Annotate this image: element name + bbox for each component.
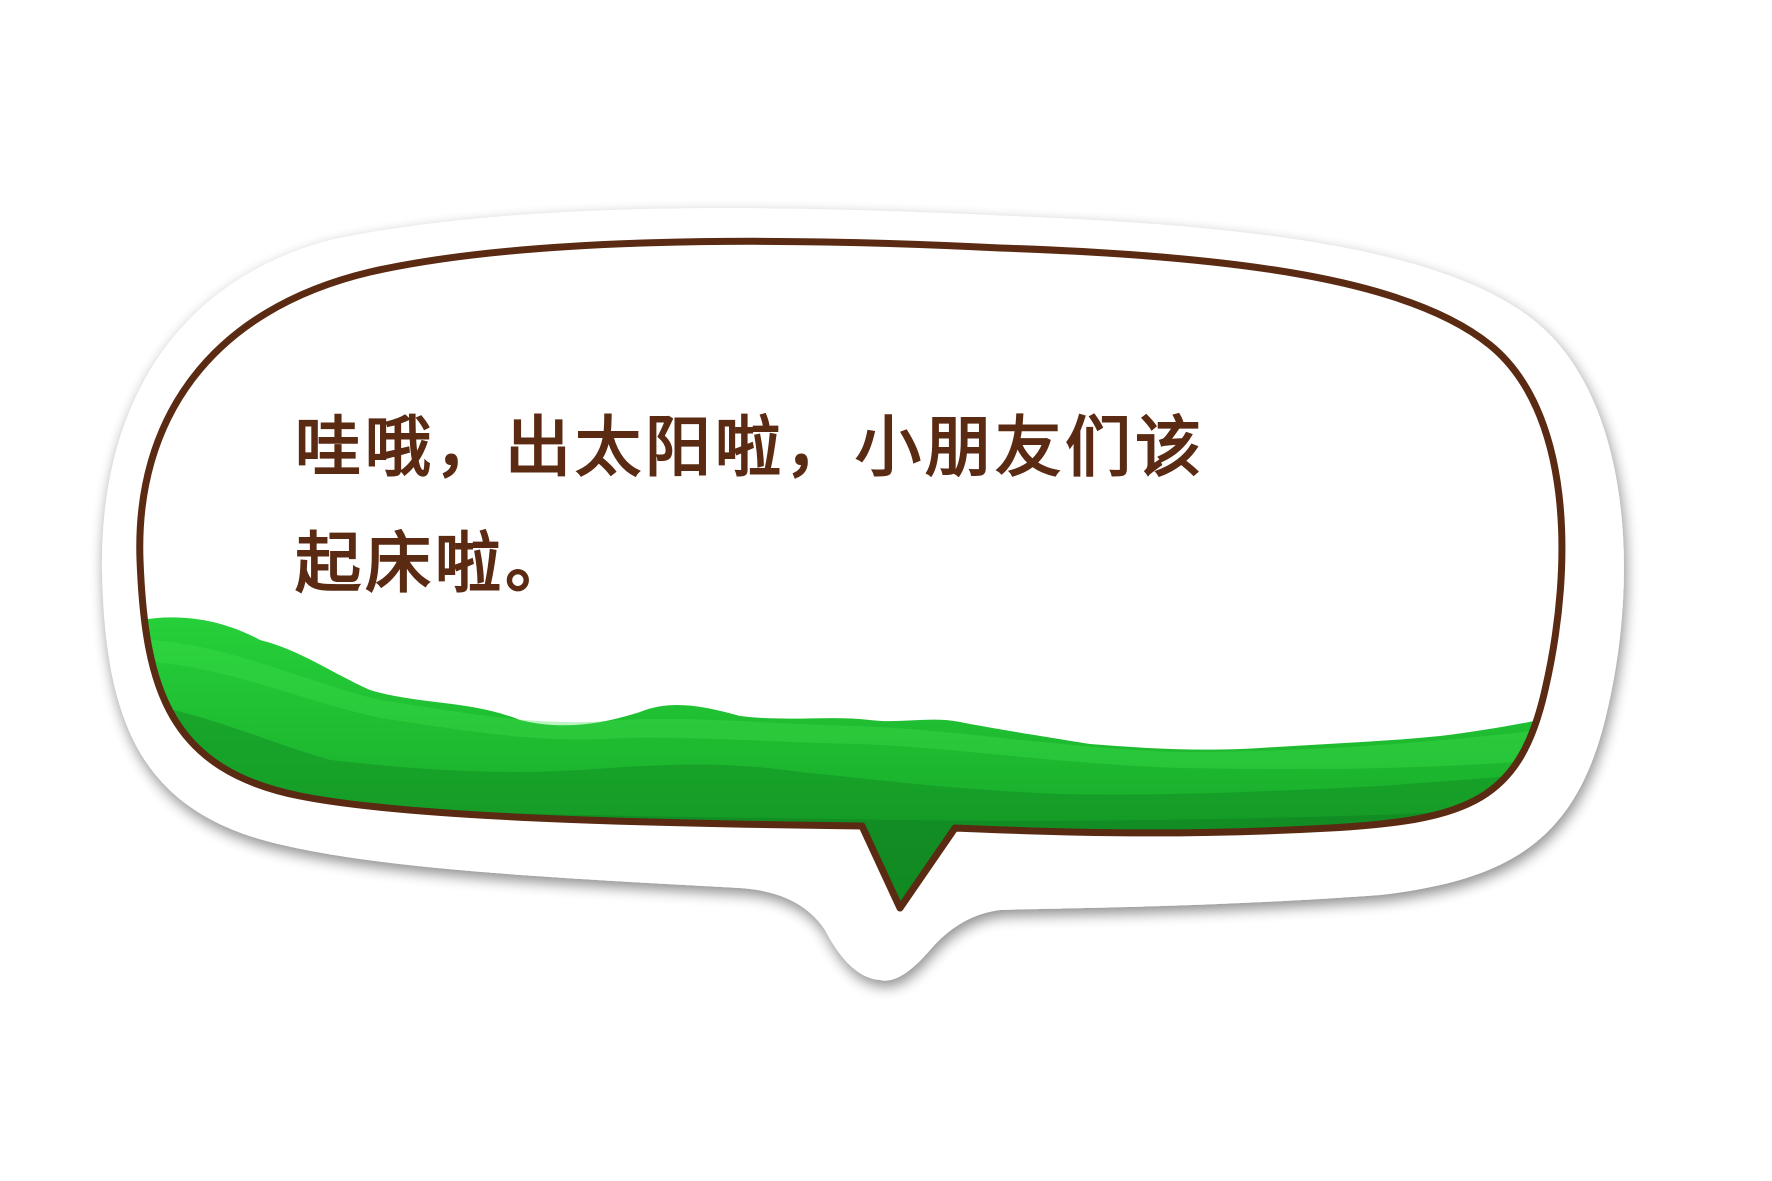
bubble-text: 哇哦，出太阳啦，小朋友们该 起床啦。 <box>295 390 1425 622</box>
bubble-line-1: 哇哦，出太阳啦，小朋友们该 <box>295 409 1205 486</box>
bubble-line-2: 起床啦。 <box>295 525 575 602</box>
bubble-outline <box>136 237 1566 912</box>
